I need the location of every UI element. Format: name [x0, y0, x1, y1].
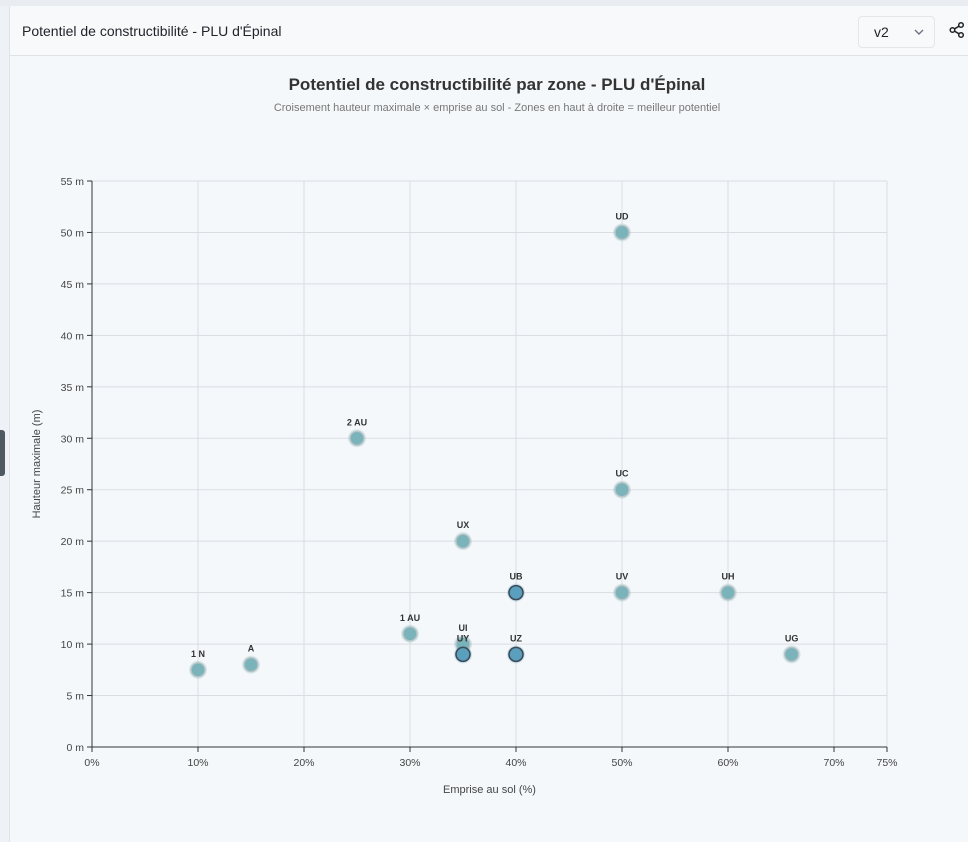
- panel-title: Potentiel de constructibilité - PLU d'Ép…: [22, 23, 282, 39]
- y-tick-label: 40 m: [61, 330, 85, 342]
- share-icon[interactable]: [948, 21, 966, 39]
- point-label: A: [248, 644, 255, 654]
- x-tick-label: 60%: [717, 757, 738, 769]
- point-label: UH: [722, 572, 735, 582]
- data-point-1-n[interactable]: [190, 662, 206, 678]
- data-point-ud[interactable]: [614, 224, 630, 241]
- version-select-value: v2: [874, 24, 889, 40]
- y-tick-label: 20 m: [61, 536, 85, 548]
- point-label: 1 AU: [400, 613, 420, 623]
- grid-lines: [91, 180, 888, 748]
- data-point-uh[interactable]: [720, 584, 736, 601]
- x-tick-label: 30%: [399, 757, 420, 769]
- panel-header: Potentiel de constructibilité - PLU d'Ép…: [10, 6, 968, 56]
- y-tick-label: 5 m: [66, 691, 84, 703]
- data-point-uc[interactable]: [614, 482, 630, 498]
- data-point-a[interactable]: [243, 656, 259, 673]
- y-tick-label: 55 m: [61, 176, 85, 188]
- data-point-uy[interactable]: [455, 646, 471, 663]
- chart-subtitle: Croisement hauteur maximale × emprise au…: [273, 102, 721, 114]
- y-tick-label: 35 m: [61, 382, 85, 394]
- axes: [87, 180, 888, 752]
- x-tick-label: 40%: [505, 757, 526, 769]
- point-label: UX: [457, 520, 470, 530]
- point-label: UY: [457, 633, 470, 643]
- point-label: UZ: [510, 633, 522, 643]
- x-tick-label: 0%: [84, 757, 99, 769]
- data-point-1-au[interactable]: [402, 626, 418, 642]
- y-tick-label: 15 m: [61, 588, 85, 600]
- data-point-ux[interactable]: [455, 533, 471, 549]
- data-point-uv[interactable]: [614, 584, 630, 601]
- y-tick-label: 10 m: [61, 639, 85, 651]
- y-tick-label: 30 m: [61, 433, 85, 445]
- y-tick-label: 50 m: [61, 227, 85, 239]
- y-tick-label: 25 m: [61, 485, 85, 497]
- data-point-ug[interactable]: [783, 646, 800, 663]
- data-point-ub[interactable]: [508, 584, 524, 601]
- point-label: UV: [616, 572, 629, 582]
- data-point-uz[interactable]: [508, 646, 524, 663]
- y-axis-label: Hauteur maximale (m): [31, 410, 43, 519]
- version-select[interactable]: v2: [858, 16, 935, 48]
- chevron-down-icon: [914, 29, 924, 35]
- point-label: UG: [785, 633, 799, 643]
- point-label: UC: [616, 469, 629, 479]
- tick-labels: 0% 10% 20% 30% 40% 50% 60% 70% 75% 0 m 5 m 10 m 15 m…: [61, 176, 898, 769]
- point-label: UD: [616, 211, 629, 221]
- chart-title: Potentiel de constructibilité par zone -…: [288, 75, 706, 94]
- x-tick-label: 10%: [187, 757, 208, 769]
- y-tick-label: 0 m: [66, 742, 84, 754]
- point-label: UB: [510, 572, 523, 582]
- x-tick-label: 70%: [823, 757, 844, 769]
- plot-area: [92, 181, 887, 747]
- point-label: 2 AU: [347, 417, 367, 427]
- data-point-2-au[interactable]: [349, 430, 365, 446]
- x-tick-label: 75%: [876, 757, 897, 769]
- point-label: 1 N: [191, 649, 205, 659]
- x-tick-label: 20%: [293, 757, 314, 769]
- data-points: [189, 223, 801, 679]
- point-label: UI: [459, 623, 468, 633]
- x-axis-label: Emprise au sol (%): [443, 784, 536, 796]
- x-tick-label: 50%: [611, 757, 632, 769]
- y-tick-label: 45 m: [61, 279, 85, 291]
- top-strip: [0, 0, 968, 6]
- side-drawer-handle[interactable]: [0, 430, 5, 476]
